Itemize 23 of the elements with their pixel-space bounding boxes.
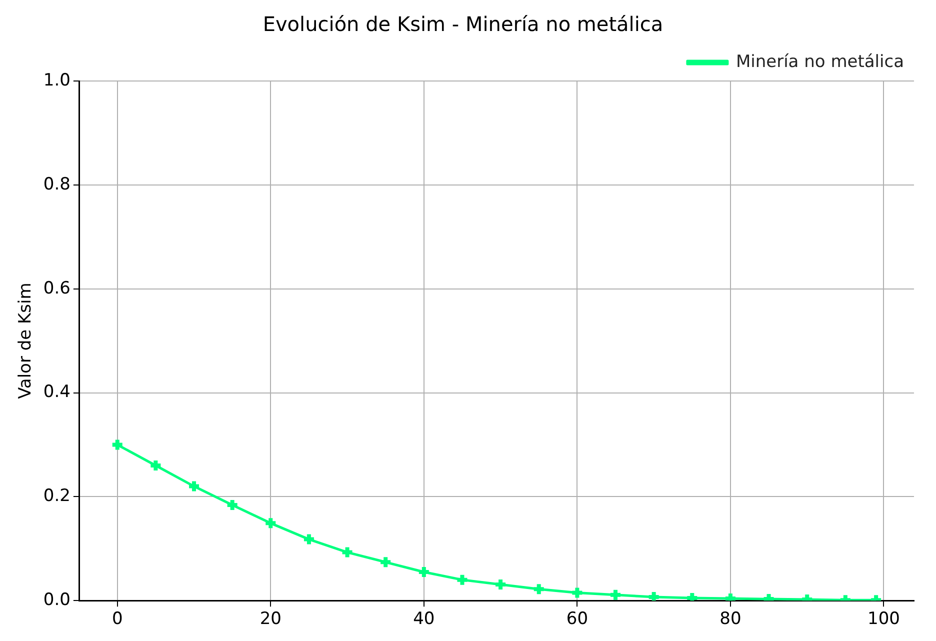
x-tick-label: 0	[112, 609, 123, 630]
y-tick-label: 0.8	[43, 174, 70, 194]
point	[340, 545, 354, 560]
y-tick-label: 0.0	[43, 590, 70, 610]
point	[570, 586, 584, 600]
x-tick-label: 80	[720, 609, 742, 630]
y-tick-label: 0.2	[43, 486, 70, 506]
y-axis-title: Valor de Ksim	[16, 282, 36, 399]
point	[264, 516, 278, 530]
x-tick-label: 100	[868, 609, 900, 630]
y-tick-label: 1.0	[43, 70, 70, 90]
point	[455, 572, 470, 587]
x-tick-label: 40	[413, 609, 435, 630]
x-tick-label: 20	[260, 609, 282, 630]
point	[302, 532, 316, 546]
y-tick-label: 0.4	[43, 382, 70, 402]
x-tick-label: 60	[566, 609, 588, 630]
point	[532, 582, 546, 596]
chart-title: Evolución de Ksim - Minería no metálica	[262, 12, 664, 36]
point	[110, 438, 124, 452]
point	[378, 555, 393, 570]
legend-label: Minería no metálica	[736, 52, 904, 72]
y-tick-label: 0.6	[43, 278, 70, 298]
